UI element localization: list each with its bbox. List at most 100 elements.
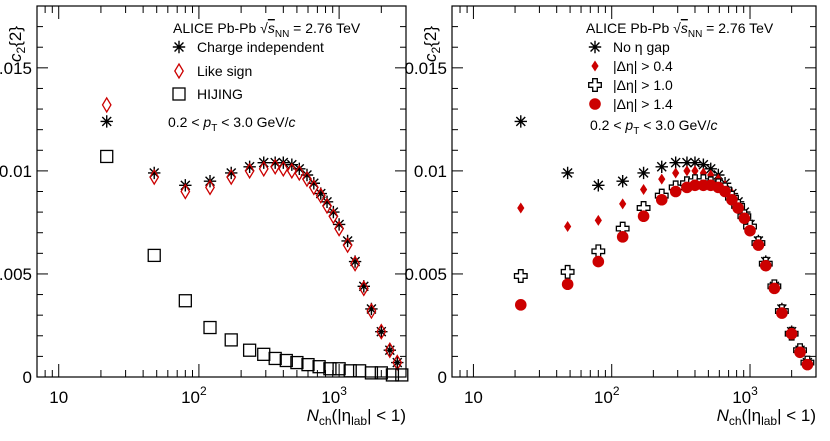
data-point <box>352 364 367 378</box>
data-point <box>637 210 650 223</box>
data-point <box>726 193 738 206</box>
plot-frame <box>36 5 407 378</box>
y-tick-label: 0.01 <box>414 162 447 181</box>
data-point <box>683 165 691 177</box>
data-point <box>343 364 357 378</box>
data-point <box>752 239 765 251</box>
data-point <box>268 156 282 169</box>
data-point <box>655 193 668 206</box>
x-tick-label: 10 <box>49 388 68 407</box>
data-point <box>669 185 682 198</box>
data-point <box>100 149 114 164</box>
y-axis-title: c2{2} <box>421 26 443 62</box>
data-point <box>350 255 361 272</box>
series-3 <box>514 179 814 371</box>
y-tick-label: 0 <box>438 368 447 387</box>
series-0 <box>100 115 404 369</box>
data-point <box>719 185 731 198</box>
data-point <box>384 341 395 359</box>
data-point <box>592 255 605 268</box>
data-point <box>268 351 282 366</box>
data-point <box>180 183 191 200</box>
data-point <box>293 162 306 176</box>
y-tick-label: 0 <box>23 368 32 387</box>
data-point <box>616 174 629 188</box>
data-point <box>383 344 397 357</box>
left-panel: 0 0.005 0.01 0.015 10 102 103 c2{2} Nch(|ηlab| <… <box>0 5 409 428</box>
data-point <box>302 170 312 188</box>
y-tick-label: 0.005 <box>0 265 32 284</box>
y-tick-label: 0.015 <box>404 59 447 78</box>
data-point <box>270 158 281 176</box>
data-point <box>226 168 237 186</box>
data-point <box>348 255 362 268</box>
data-point <box>691 165 699 177</box>
data-point <box>323 362 337 376</box>
data-point <box>375 325 388 338</box>
data-point <box>242 343 257 357</box>
data-point <box>801 358 814 371</box>
y-tick-label: 0.01 <box>0 162 32 181</box>
data-point <box>688 156 702 169</box>
data-point <box>225 166 238 180</box>
data-point <box>294 164 305 182</box>
kinematic-cut-label: 0.2 < pT < 3.0 GeV/c <box>168 114 296 134</box>
legend-marker <box>172 87 186 101</box>
kinematic-cut-label: 0.2 < pT < 3.0 GeV/c <box>590 117 718 137</box>
data-point <box>689 179 701 192</box>
series-0 <box>514 115 814 369</box>
legend-marker <box>588 40 602 54</box>
x-tick-label: 10 <box>464 388 483 407</box>
legend-label: |Δη| > 1.0 <box>613 77 673 93</box>
x-tick-label: 102 <box>594 384 620 407</box>
data-point <box>732 202 744 214</box>
legend-marker <box>588 78 602 92</box>
data-point <box>658 173 666 185</box>
legend-label: |Δη| > 0.4 <box>613 58 673 74</box>
data-point <box>357 280 370 293</box>
data-point <box>332 362 346 376</box>
data-point <box>744 224 756 237</box>
data-point <box>560 264 575 279</box>
x-axis-title: Nch(|ηlab| < 1) <box>717 406 816 428</box>
data-point <box>278 160 289 178</box>
data-point <box>385 368 400 382</box>
data-point <box>637 166 650 180</box>
data-point <box>205 179 215 196</box>
data-point <box>244 162 255 180</box>
data-point <box>564 221 572 233</box>
data-point <box>257 347 271 361</box>
data-point <box>308 179 319 196</box>
data-point <box>301 357 315 372</box>
data-point <box>364 366 379 380</box>
legend-label: No η gap <box>613 39 670 55</box>
right-panel: 0 0.005 0.01 0.015 10 102 103 c2{2} Nch(|ηlab| <… <box>404 5 817 428</box>
data-point <box>307 177 321 190</box>
data-point <box>320 195 334 209</box>
data-point <box>594 214 602 226</box>
data-point <box>514 299 527 311</box>
data-point <box>738 212 751 225</box>
data-point <box>334 220 345 237</box>
data-point <box>376 323 387 340</box>
y-tick-label: 0.015 <box>0 59 32 78</box>
legend-header: ALICE Pb-Pb √sNN = 2.76 TeV <box>586 20 774 40</box>
data-point <box>669 156 682 169</box>
data-point <box>514 115 527 128</box>
legend-marker <box>172 40 186 54</box>
data-point <box>149 168 160 186</box>
data-point <box>395 368 409 382</box>
data-point <box>224 333 238 347</box>
data-point <box>391 356 404 369</box>
data-point <box>619 198 627 210</box>
y-tick-label: 0.005 <box>404 265 447 284</box>
data-point <box>592 179 605 192</box>
data-point <box>341 234 354 248</box>
legend-label: Like sign <box>197 63 252 79</box>
data-point <box>672 167 680 179</box>
data-point <box>203 320 217 335</box>
x-tick-label: 103 <box>321 384 347 407</box>
data-point <box>794 346 806 359</box>
data-point <box>704 162 717 176</box>
